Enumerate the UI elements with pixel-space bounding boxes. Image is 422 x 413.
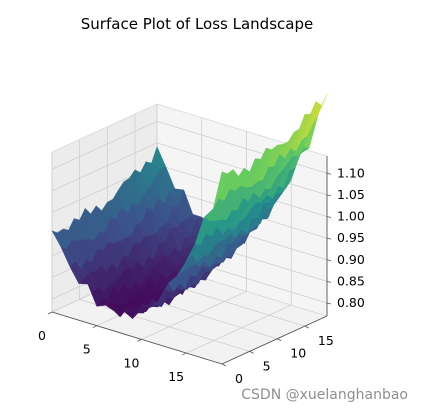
x-tick-mark <box>182 352 187 356</box>
x-tick-label: 5 <box>83 342 91 357</box>
y-tick-label: 10 <box>290 346 306 361</box>
x-tick-mark <box>137 339 142 342</box>
z-tick-label: 1.10 <box>337 165 365 180</box>
z-tick-mark <box>326 194 332 197</box>
y-tick-mark <box>221 363 227 367</box>
z-tick-label: 0.80 <box>337 295 365 310</box>
z-tick-label: 1.00 <box>337 209 365 224</box>
z-tick-label: 1.05 <box>337 187 365 202</box>
chart-title: Surface Plot of Loss Landscape <box>81 15 313 33</box>
z-tick-mark <box>326 172 332 175</box>
y-tick-mark <box>277 338 282 342</box>
y-gridline <box>79 139 250 352</box>
z-tick-label: 0.95 <box>337 230 365 245</box>
y-tick-label: 15 <box>318 333 334 348</box>
x-axis-line <box>51 311 223 365</box>
z-tick-mark <box>326 259 332 262</box>
loss-surface <box>51 93 328 319</box>
y-tick-label: 5 <box>263 358 271 373</box>
surface-facet <box>212 171 228 209</box>
x-tick-label: 0 <box>38 328 46 343</box>
z-tick-mark <box>326 216 332 218</box>
axis-ticks: 0 5 10 15 0 5 10 15 0.80 0.85 0.90 0.95 1.00 1.05 1.10 <box>38 165 365 386</box>
z-tick-mark <box>326 237 332 240</box>
x-tick-mark <box>92 325 97 329</box>
y-tick-mark <box>304 325 310 329</box>
z-tick-mark <box>326 302 332 305</box>
x-tick-label: 10 <box>124 355 140 370</box>
x-gridline <box>186 145 292 354</box>
z-tick-label: 0.85 <box>337 273 365 288</box>
z-tick-mark <box>326 281 332 283</box>
z-tick-label: 0.90 <box>337 252 365 267</box>
y-tick-label: 0 <box>235 371 243 386</box>
watermark: CSDN @xuelanghanbao <box>241 387 408 403</box>
y-axis-line <box>221 315 328 365</box>
y-tick-mark <box>249 351 254 354</box>
x-tick-mark <box>47 311 53 315</box>
x-tick-label: 15 <box>168 369 184 384</box>
